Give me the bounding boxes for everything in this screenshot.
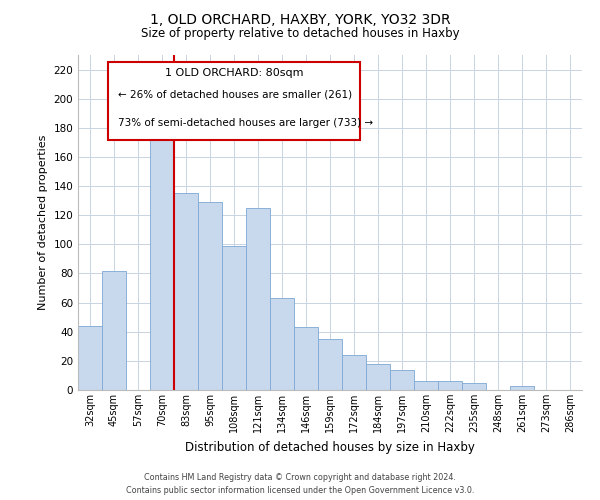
- Bar: [366, 364, 390, 390]
- Bar: [150, 140, 174, 390]
- Text: Size of property relative to detached houses in Haxby: Size of property relative to detached ho…: [140, 28, 460, 40]
- Text: Contains HM Land Registry data © Crown copyright and database right 2024.
Contai: Contains HM Land Registry data © Crown c…: [126, 474, 474, 495]
- Text: 73% of semi-detached houses are larger (733) →: 73% of semi-detached houses are larger (…: [118, 118, 373, 128]
- Bar: [270, 298, 294, 390]
- Bar: [294, 328, 318, 390]
- Bar: [102, 270, 126, 390]
- Bar: [438, 382, 462, 390]
- Text: 1, OLD ORCHARD, HAXBY, YORK, YO32 3DR: 1, OLD ORCHARD, HAXBY, YORK, YO32 3DR: [149, 12, 451, 26]
- Bar: [510, 386, 534, 390]
- Bar: [222, 246, 246, 390]
- Bar: [198, 202, 222, 390]
- FancyBboxPatch shape: [108, 62, 360, 140]
- Bar: [246, 208, 270, 390]
- Text: ← 26% of detached houses are smaller (261): ← 26% of detached houses are smaller (26…: [118, 90, 352, 100]
- Bar: [390, 370, 414, 390]
- Y-axis label: Number of detached properties: Number of detached properties: [38, 135, 48, 310]
- Bar: [462, 382, 486, 390]
- Bar: [342, 355, 366, 390]
- X-axis label: Distribution of detached houses by size in Haxby: Distribution of detached houses by size …: [185, 440, 475, 454]
- Bar: [318, 339, 342, 390]
- Bar: [174, 194, 198, 390]
- Bar: [78, 326, 102, 390]
- Text: 1 OLD ORCHARD: 80sqm: 1 OLD ORCHARD: 80sqm: [165, 68, 304, 78]
- Bar: [414, 382, 438, 390]
